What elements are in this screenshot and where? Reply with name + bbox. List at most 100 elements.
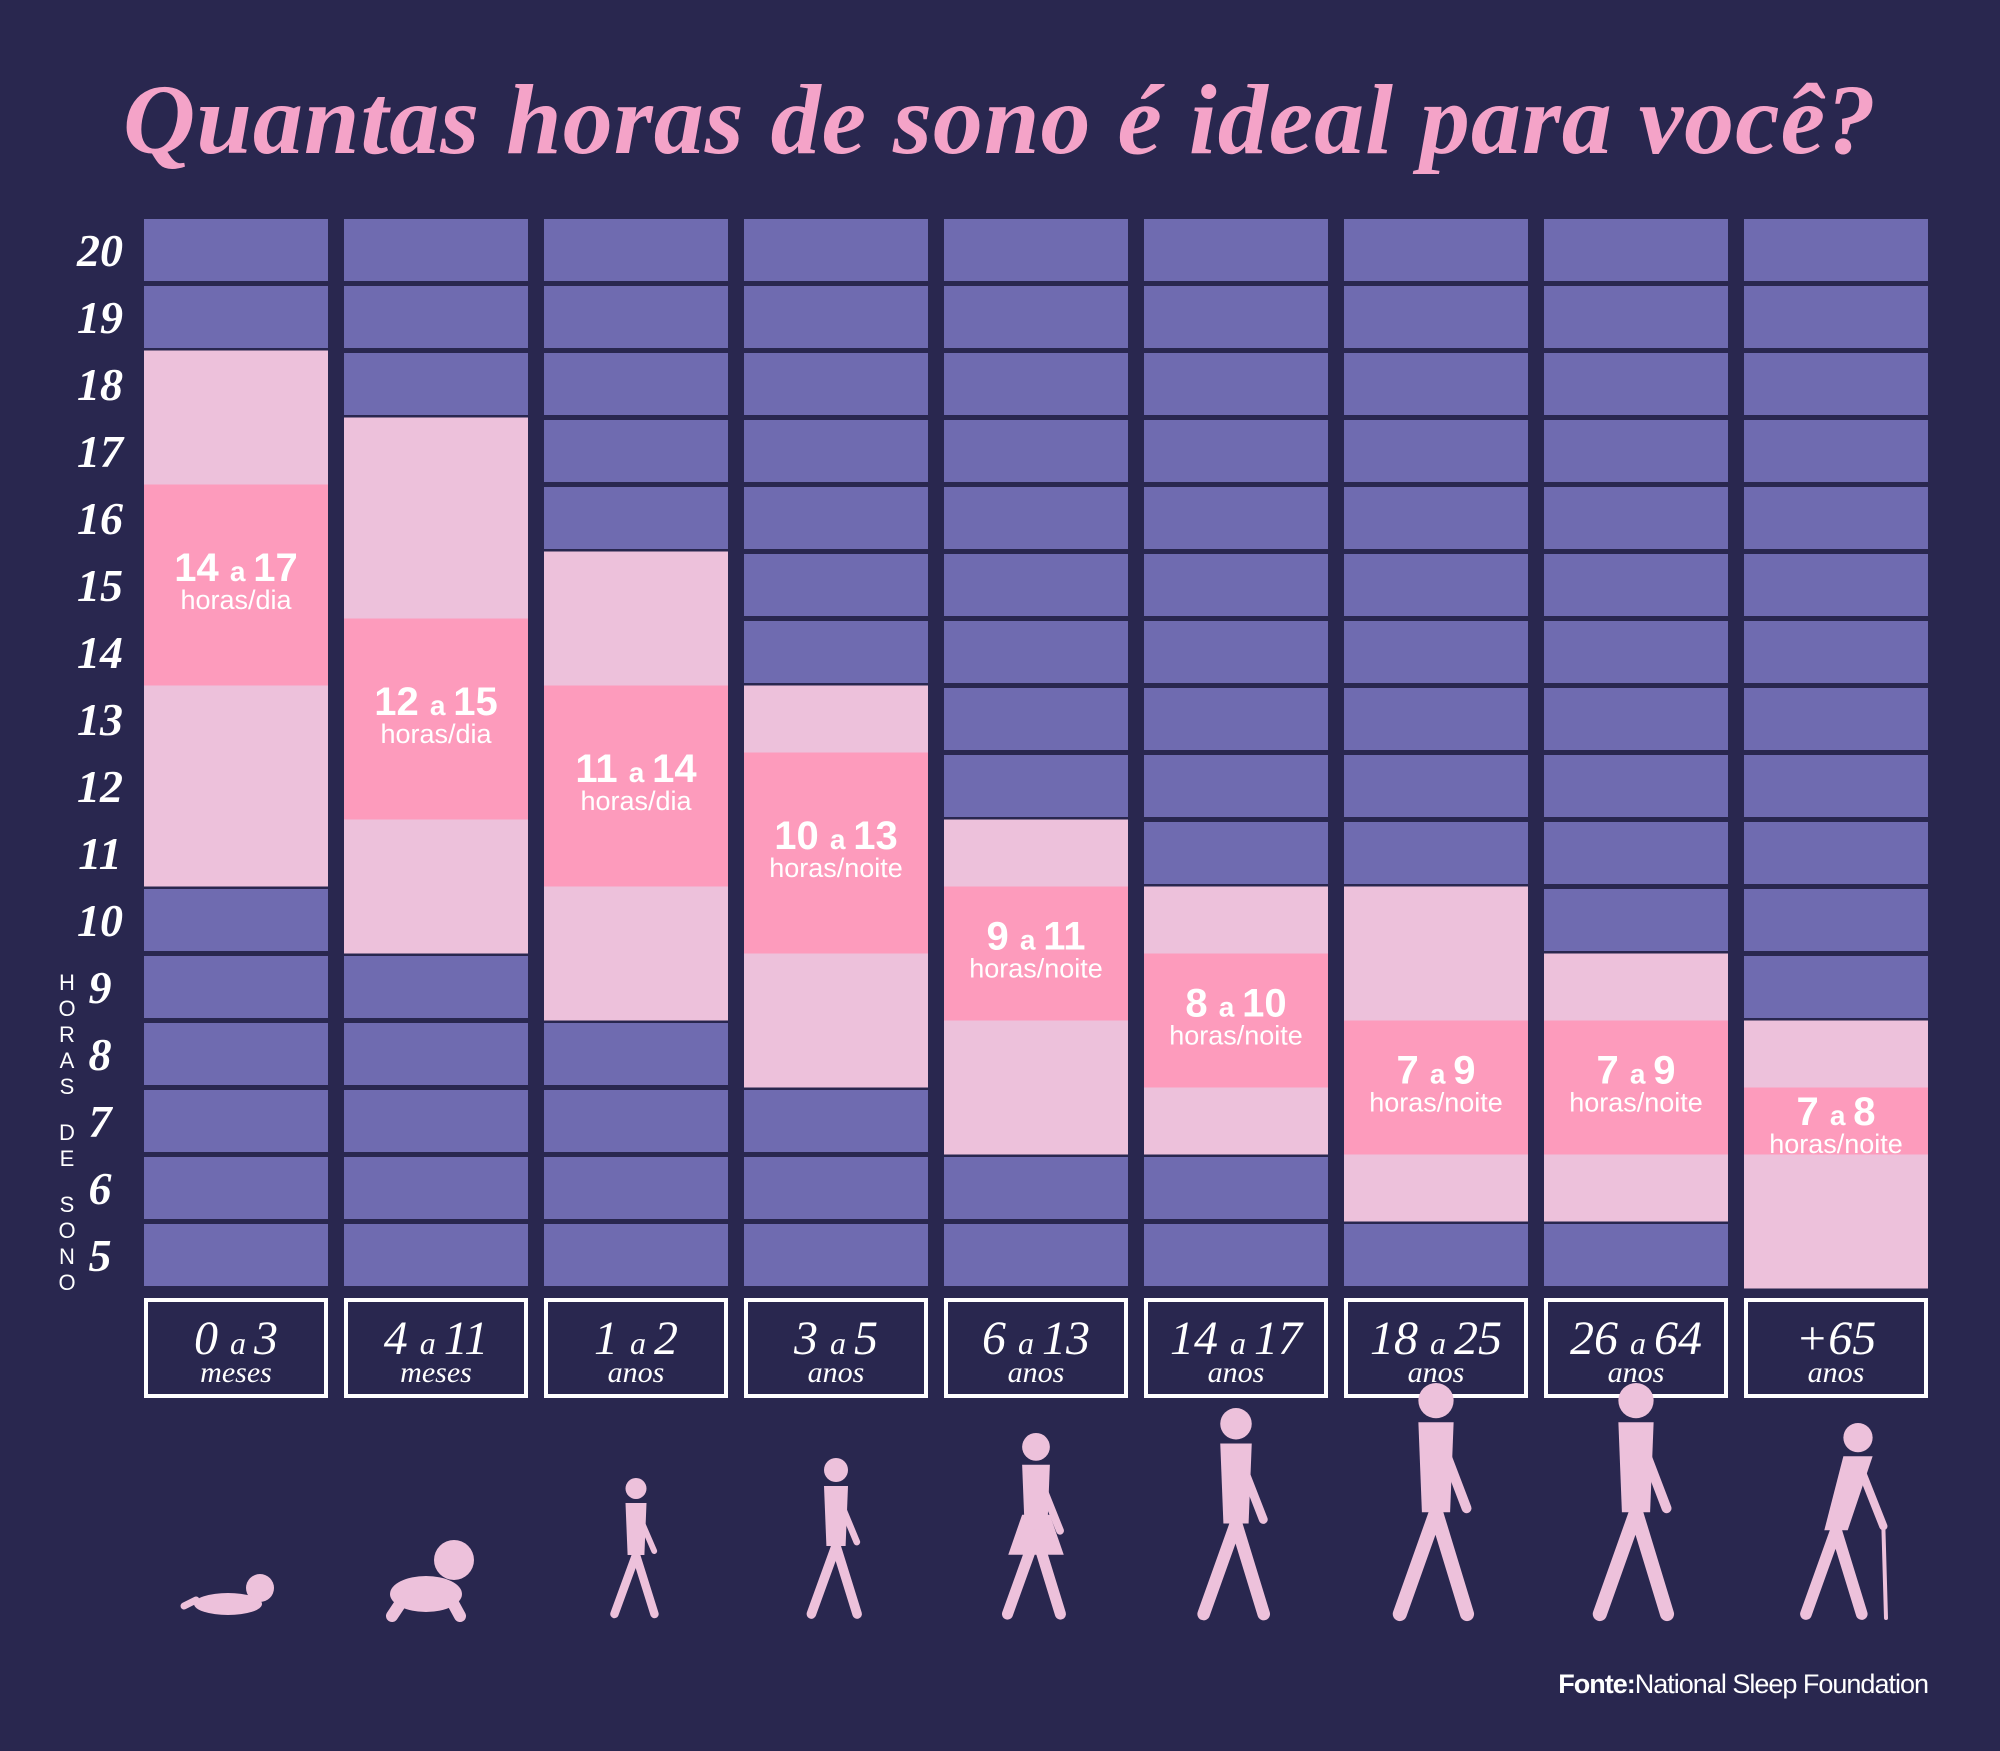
age-unit-label: anos bbox=[1808, 1356, 1865, 1389]
source-label: Fonte: bbox=[1558, 1669, 1635, 1699]
age-range-label: 14 a 17 bbox=[1170, 1312, 1304, 1365]
recommended-range-bar bbox=[1344, 1020, 1528, 1155]
grid-cell bbox=[944, 286, 1128, 348]
grid-cell bbox=[1744, 420, 1928, 482]
grid-cell bbox=[744, 286, 928, 348]
grid-cell bbox=[1744, 353, 1928, 415]
grid-cell bbox=[1544, 487, 1728, 549]
adult-man-icon bbox=[1592, 1383, 1675, 1622]
age-unit-label: anos bbox=[1208, 1356, 1265, 1389]
grid-cell bbox=[1544, 688, 1728, 750]
grid-cell bbox=[1344, 353, 1528, 415]
grid-cell bbox=[344, 353, 528, 415]
grid-cell bbox=[344, 286, 528, 348]
grid-cell bbox=[944, 755, 1128, 817]
y-axis-title-letter: D bbox=[59, 1120, 75, 1145]
newborn-icon bbox=[180, 1574, 274, 1615]
y-tick-label: 17 bbox=[77, 426, 125, 477]
grid-cell bbox=[1344, 554, 1528, 616]
grid-cell bbox=[544, 1090, 728, 1152]
grid-cell bbox=[1744, 487, 1928, 549]
grid-cell bbox=[544, 353, 728, 415]
grid-cell bbox=[944, 621, 1128, 683]
y-axis-title-letter: O bbox=[58, 1270, 76, 1295]
recommended-range-bar bbox=[944, 886, 1128, 1021]
range-label: 8 a 10 bbox=[1185, 982, 1286, 1026]
grid-cell bbox=[944, 1224, 1128, 1286]
grid-cell bbox=[744, 1224, 928, 1286]
range-unit-label: horas/noite bbox=[1769, 1129, 1903, 1159]
grid-cell bbox=[1144, 688, 1328, 750]
y-tick-label: 6 bbox=[89, 1163, 112, 1214]
age-range-label: 0 a 3 bbox=[194, 1312, 278, 1365]
grid-cell bbox=[944, 1157, 1128, 1219]
range-label: 12 a 15 bbox=[374, 680, 497, 724]
grid-cell bbox=[744, 1090, 928, 1152]
range-unit-label: horas/noite bbox=[1569, 1088, 1703, 1118]
grid-cell bbox=[744, 487, 928, 549]
grid-cell bbox=[1544, 554, 1728, 616]
recommended-range-bar bbox=[1744, 1087, 1928, 1155]
range-unit-label: horas/dia bbox=[380, 719, 492, 749]
age-box bbox=[1144, 1298, 1328, 1398]
grid-cell bbox=[1344, 487, 1528, 549]
grid-cell bbox=[944, 487, 1128, 549]
elderly-man-with-cane-icon bbox=[1800, 1423, 1888, 1620]
age-range-label: +65 bbox=[1796, 1312, 1876, 1365]
grid-cell bbox=[544, 1224, 728, 1286]
recommended-range-bar bbox=[744, 752, 928, 954]
grid-cell bbox=[1744, 755, 1928, 817]
age-unit-label: anos bbox=[1008, 1356, 1065, 1389]
age-box bbox=[1744, 1298, 1928, 1398]
grid-cell bbox=[944, 353, 1128, 415]
recommended-range-bar bbox=[1144, 953, 1328, 1088]
y-axis-title-letter: N bbox=[59, 1244, 75, 1269]
y-axis-title-letter: S bbox=[59, 1192, 75, 1217]
recommended-range-bar bbox=[544, 685, 728, 887]
grid-cell bbox=[744, 554, 928, 616]
age-range-label: 26 a 64 bbox=[1570, 1312, 1702, 1365]
grid-cell bbox=[1544, 286, 1728, 348]
grid-cell bbox=[1144, 353, 1328, 415]
grid-cell bbox=[744, 353, 928, 415]
grid-cell bbox=[144, 1224, 328, 1286]
age-range-label: 6 a 13 bbox=[982, 1312, 1090, 1365]
age-range-label: 3 a 5 bbox=[793, 1312, 878, 1365]
grid-cell bbox=[544, 1157, 728, 1219]
y-axis-title-letter: R bbox=[59, 1022, 75, 1047]
grid-cell bbox=[1344, 1224, 1528, 1286]
grid-cell bbox=[944, 688, 1128, 750]
grid-cell bbox=[1144, 755, 1328, 817]
grid-cell bbox=[1744, 286, 1928, 348]
grid-cell bbox=[1744, 822, 1928, 884]
y-axis-title-letter: E bbox=[59, 1146, 75, 1171]
grid-cell bbox=[144, 956, 328, 1018]
y-tick-label: 8 bbox=[89, 1029, 112, 1080]
grid-cell bbox=[344, 956, 528, 1018]
range-label: 14 a 17 bbox=[174, 546, 297, 590]
grid-cell bbox=[1144, 1224, 1328, 1286]
grid-cell bbox=[1344, 688, 1528, 750]
grid-cell bbox=[944, 219, 1128, 281]
toddler-girl-icon bbox=[610, 1478, 659, 1619]
grid-cell bbox=[144, 1090, 328, 1152]
y-axis-title-gap bbox=[52, 1100, 82, 1120]
y-tick-label: 13 bbox=[77, 694, 123, 745]
grid-cell bbox=[1344, 420, 1528, 482]
preschool-boy-icon bbox=[806, 1458, 862, 1619]
grid-cell bbox=[1144, 420, 1328, 482]
age-box bbox=[544, 1298, 728, 1398]
grid-cell bbox=[1544, 1224, 1728, 1286]
y-tick-label: 5 bbox=[89, 1230, 112, 1281]
recommended-range-bar bbox=[344, 618, 528, 820]
y-tick-label: 12 bbox=[77, 761, 123, 812]
y-axis-title-letter: A bbox=[59, 1048, 75, 1073]
grid-cell bbox=[1544, 822, 1728, 884]
grid-cell bbox=[1344, 219, 1528, 281]
age-box bbox=[744, 1298, 928, 1398]
age-unit-label: anos bbox=[808, 1356, 865, 1389]
range-label: 7 a 9 bbox=[1397, 1049, 1476, 1093]
y-tick-label: 14 bbox=[77, 627, 123, 678]
